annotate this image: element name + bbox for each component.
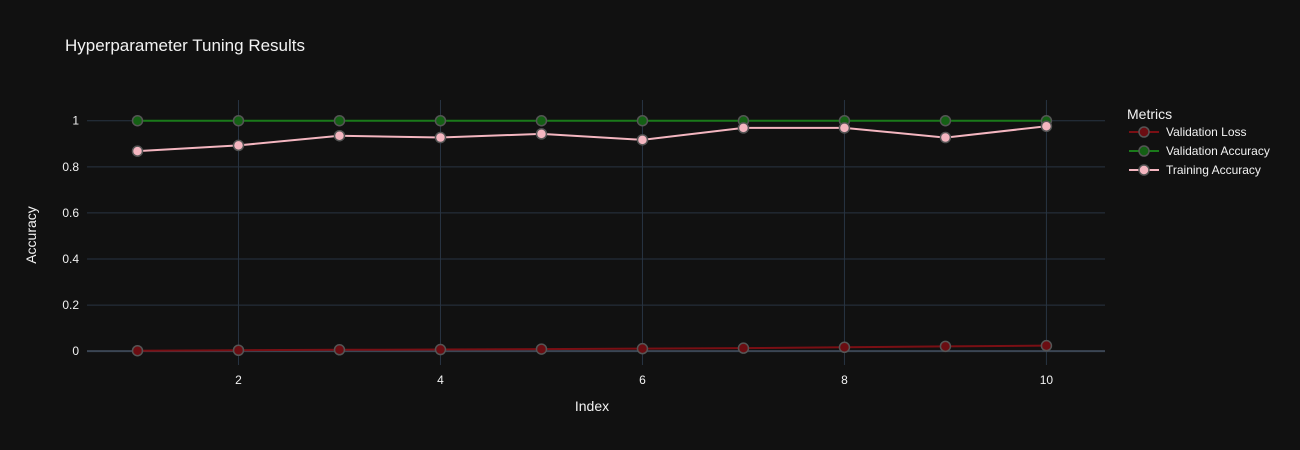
legend[interactable]: Metrics Validation Loss Validation Accura… <box>1127 106 1270 177</box>
legend-label: Validation Loss <box>1166 125 1247 139</box>
data-point[interactable] <box>636 134 649 146</box>
legend-marker <box>1138 126 1150 138</box>
y-tick-label: 0 <box>72 344 79 358</box>
x-tick-label: 8 <box>841 373 848 387</box>
data-point[interactable] <box>838 341 851 354</box>
legend-marker <box>1138 145 1150 157</box>
data-point[interactable] <box>232 344 245 357</box>
data-point[interactable] <box>131 114 144 127</box>
x-tick-label: 10 <box>1040 373 1054 387</box>
data-point[interactable] <box>636 342 649 355</box>
x-tick-label: 6 <box>639 373 646 387</box>
data-point[interactable] <box>232 114 245 127</box>
x-axis-title: Index <box>575 398 609 414</box>
series-layer <box>131 114 1053 357</box>
data-point[interactable] <box>131 344 144 357</box>
series-line <box>137 125 1047 153</box>
data-point[interactable] <box>1040 120 1053 133</box>
data-point[interactable] <box>434 131 447 144</box>
data-point[interactable] <box>131 145 144 157</box>
y-axis-title: Accuracy <box>23 206 39 264</box>
data-point[interactable] <box>535 343 548 355</box>
legend-label: Training Accuracy <box>1166 163 1261 177</box>
series-training-accuracy[interactable] <box>131 120 1053 157</box>
y-tick-label: 1 <box>72 114 79 128</box>
data-point[interactable] <box>737 342 750 354</box>
y-tick-label: 0.8 <box>62 160 79 174</box>
y-tick-label: 0.6 <box>62 206 79 220</box>
y-tick-label: 0.2 <box>62 298 79 312</box>
legend-title: Metrics <box>1127 106 1172 122</box>
y-tick-label: 0.4 <box>62 252 79 266</box>
x-tick-label: 2 <box>235 373 242 387</box>
legend-marker <box>1138 164 1150 176</box>
data-point[interactable] <box>535 114 548 127</box>
data-point[interactable] <box>737 122 750 134</box>
data-point[interactable] <box>1040 339 1053 352</box>
data-point[interactable] <box>333 114 346 127</box>
data-point[interactable] <box>434 343 447 356</box>
data-point[interactable] <box>939 114 952 127</box>
data-point[interactable] <box>838 122 851 134</box>
data-point[interactable] <box>333 344 346 356</box>
legend-item[interactable]: Validation Loss <box>1129 125 1247 139</box>
data-point[interactable] <box>434 114 447 127</box>
chart-title: Hyperparameter Tuning Results <box>65 36 305 55</box>
series-validation-loss[interactable] <box>131 339 1053 357</box>
legend-label: Validation Accuracy <box>1166 144 1270 158</box>
x-tick-label: 4 <box>437 373 444 387</box>
data-point[interactable] <box>333 129 346 142</box>
series-validation-accuracy[interactable] <box>131 114 1053 127</box>
data-point[interactable] <box>636 114 649 127</box>
grid <box>87 100 1105 365</box>
data-point[interactable] <box>232 139 245 152</box>
data-point[interactable] <box>939 131 952 144</box>
series-line <box>137 344 1047 352</box>
legend-item[interactable]: Training Accuracy <box>1129 163 1261 177</box>
legend-item[interactable]: Validation Accuracy <box>1129 144 1270 158</box>
data-point[interactable] <box>939 340 952 353</box>
data-point[interactable] <box>535 128 548 140</box>
axes: 2 4 6 8 10 0 0.2 0.4 0.6 0.8 1 <box>62 114 1053 387</box>
